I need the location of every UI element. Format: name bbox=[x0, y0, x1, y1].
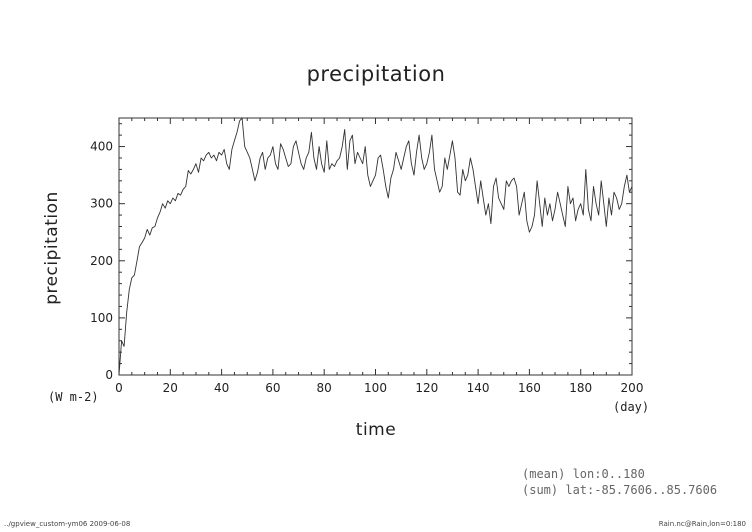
plot-frame bbox=[118, 117, 633, 376]
mean-note: (mean) lon:0..180 bbox=[522, 467, 645, 481]
x-tick-label: 160 bbox=[518, 381, 541, 395]
x-tick-label: 40 bbox=[214, 381, 229, 395]
footer-left: ../gpview_custom-ym06 2009-06-08 bbox=[4, 520, 131, 528]
y-tick-label: 100 bbox=[90, 311, 113, 325]
x-axis-unit: (day) bbox=[613, 400, 650, 414]
x-tick-label: 0 bbox=[115, 381, 123, 395]
chart-title: precipitation bbox=[306, 62, 446, 86]
x-axis-label: time bbox=[355, 420, 397, 440]
y-tick-label: 0 bbox=[105, 368, 113, 382]
x-tick-label: 80 bbox=[317, 381, 332, 395]
series-line bbox=[118, 117, 633, 376]
x-tick-label: 20 bbox=[163, 381, 178, 395]
footer-right: Rain.nc@Rain,lon=0:180 bbox=[658, 520, 746, 528]
x-tick-label: 120 bbox=[415, 381, 438, 395]
y-tick-label: 200 bbox=[90, 254, 113, 268]
y-tick-label: 400 bbox=[90, 140, 113, 154]
x-tick-label: 60 bbox=[265, 381, 280, 395]
x-tick-label: 200 bbox=[621, 381, 644, 395]
y-axis-unit: (W m-2) bbox=[48, 390, 99, 404]
x-tick-label: 100 bbox=[364, 381, 387, 395]
y-tick-label: 300 bbox=[90, 197, 113, 211]
x-tick-label: 140 bbox=[467, 381, 490, 395]
x-tick-label: 180 bbox=[569, 381, 592, 395]
sum-note: (sum) lat:-85.7606..85.7606 bbox=[522, 483, 718, 497]
